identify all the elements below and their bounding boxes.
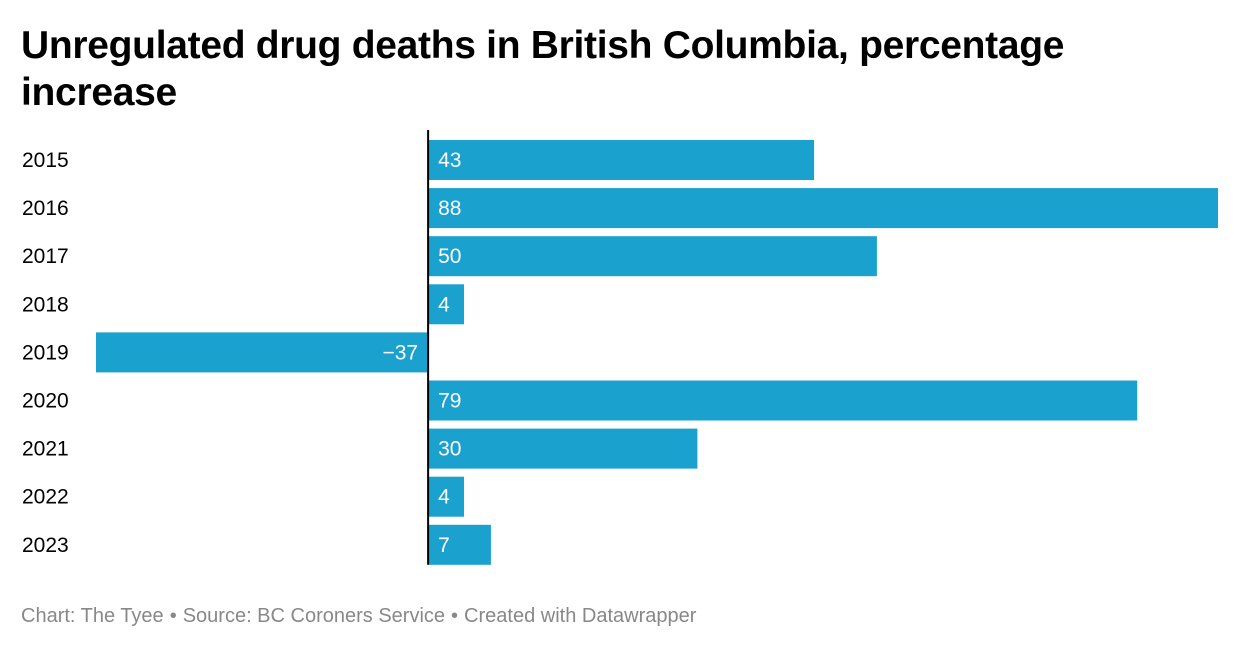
value-labels: 43 88 50 4 −37 79 30 4 7: [382, 149, 461, 557]
category-label-2016: 2016: [22, 197, 69, 220]
category-label-2019: 2019: [22, 341, 69, 364]
value-label-2019: −37: [382, 341, 418, 364]
category-label-2015: 2015: [22, 149, 69, 172]
category-label-2021: 2021: [22, 438, 69, 461]
created-with: Created with Datawrapper: [464, 605, 697, 627]
value-label-2017: 50: [438, 245, 461, 268]
category-labels: 2015 2016 2017 2018 2019 2020 2021 2022 2023: [22, 149, 69, 557]
value-label-2022: 4: [438, 486, 450, 509]
category-label-2023: 2023: [22, 534, 69, 557]
value-label-2015: 43: [438, 149, 461, 172]
footer-separator: •: [451, 605, 459, 627]
category-label-2018: 2018: [22, 293, 69, 316]
value-label-2016: 88: [438, 197, 461, 220]
chart-footer: Chart: The Tyee • Source: BC Coroners Serv…: [21, 603, 696, 629]
category-label-2020: 2020: [22, 390, 69, 413]
footer-separator: •: [169, 605, 177, 627]
bar-2020: [428, 380, 1138, 421]
bar-2017: [428, 236, 877, 277]
chart-title: Unregulated drug deaths in British Colum…: [21, 24, 1065, 114]
value-label-2021: 30: [438, 438, 461, 461]
bar-2019: [96, 332, 429, 373]
bar-2022: [428, 476, 465, 517]
bar-2023: [428, 524, 491, 565]
bar-2016: [428, 188, 1218, 229]
value-label-2018: 4: [438, 293, 450, 316]
category-label-2022: 2022: [22, 486, 69, 509]
bar-chart: 2015 2016 2017 2018 2019 2020 2021 2022 2023 43 8…: [22, 130, 1218, 565]
value-label-2023: 7: [438, 534, 450, 557]
bars: [96, 140, 1218, 565]
chart-source: Source: BC Coroners Service: [182, 605, 446, 627]
bar-2018: [428, 284, 465, 325]
chart-credit: Chart: The Tyee: [21, 605, 164, 627]
bar-2015: [428, 140, 815, 180]
value-label-2020: 79: [438, 390, 461, 413]
category-label-2017: 2017: [22, 245, 69, 268]
bar-2021: [428, 428, 698, 469]
